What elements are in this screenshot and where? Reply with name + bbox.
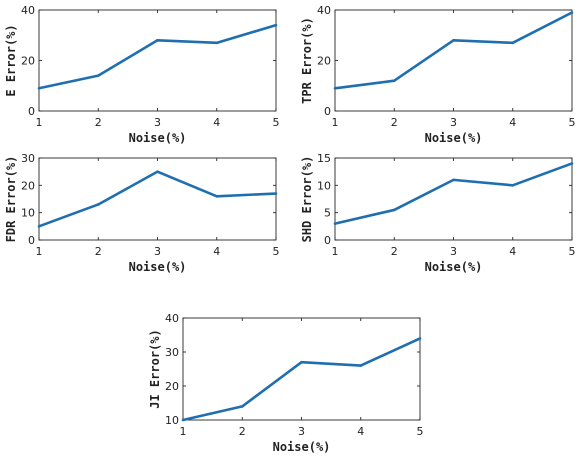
data-point	[418, 337, 422, 340]
y-tick-label: 40	[165, 312, 179, 325]
data-point	[392, 208, 396, 212]
y-axis-label: E Error(%)	[4, 24, 18, 96]
x-tick-label: 4	[509, 245, 516, 258]
x-tick-label: 5	[417, 425, 424, 438]
y-tick-label: 30	[21, 152, 35, 165]
axes-frame	[182, 317, 421, 421]
y-axis-label: FDR Error(%)	[4, 156, 18, 243]
series-line	[334, 162, 573, 225]
y-tick-label: 30	[165, 346, 179, 359]
x-axis-label: Noise(%)	[129, 260, 187, 274]
axes-frame	[38, 157, 277, 241]
axes-frame	[334, 157, 573, 241]
y-tick-label: 15	[317, 152, 331, 165]
data-point	[300, 360, 303, 364]
x-tick-label: 5	[569, 245, 576, 258]
data-point	[333, 86, 337, 90]
x-axis-label: Noise(%)	[273, 440, 331, 454]
y-tick-label: 20	[21, 55, 35, 68]
y-tick-label: 20	[21, 179, 35, 192]
y-tick-label: 0	[324, 105, 331, 118]
series-line	[182, 337, 421, 422]
data-point	[181, 418, 185, 422]
series-line	[38, 170, 277, 228]
x-tick-label: 3	[154, 116, 161, 129]
x-axis-label: Noise(%)	[425, 260, 483, 274]
series-line	[334, 11, 573, 90]
x-tick-label: 5	[569, 116, 576, 129]
y-tick-label: 40	[21, 4, 35, 17]
data-point	[452, 178, 455, 182]
x-tick-label: 1	[36, 245, 43, 258]
data-point	[156, 170, 159, 173]
subplot-4: 1 2 3 4 5 0 5 10 15 Noise(%) SHD Error(%)	[300, 152, 576, 274]
y-axis-label: JI Error(%)	[148, 329, 162, 408]
y-tick-label: 0	[28, 105, 35, 118]
data-point	[96, 74, 100, 77]
data-point	[274, 192, 278, 195]
data-point	[37, 86, 41, 90]
y-tick-label: 40	[317, 4, 331, 17]
data-point	[570, 11, 574, 14]
x-tick-label: 1	[36, 116, 43, 129]
data-point	[511, 41, 515, 45]
data-point	[570, 162, 574, 165]
x-tick-label: 3	[154, 245, 161, 258]
x-tick-label: 1	[180, 425, 187, 438]
x-tick-label: 3	[450, 116, 457, 129]
x-tick-label: 3	[450, 245, 457, 258]
x-tick-label: 4	[213, 245, 220, 258]
y-tick-label: 0	[324, 234, 331, 247]
subplot-3: 1 2 3 4 5 0 10 20 30 Noise(%) FDR Error(%)	[4, 152, 280, 274]
y-tick-label: 10	[317, 179, 331, 192]
x-tick-label: 5	[273, 245, 280, 258]
y-tick-label: 10	[21, 207, 35, 220]
x-axis-label: Noise(%)	[425, 131, 483, 145]
x-tick-label: 4	[357, 425, 364, 438]
x-tick-label: 1	[332, 116, 339, 129]
axes-frame	[334, 9, 573, 112]
series-line	[38, 23, 277, 90]
x-tick-label: 2	[391, 116, 398, 129]
x-tick-label: 2	[239, 425, 246, 438]
x-tick-label: 1	[332, 245, 339, 258]
y-tick-label: 5	[324, 207, 331, 220]
y-tick-label: 0	[28, 234, 35, 247]
x-tick-label: 5	[273, 116, 280, 129]
data-point	[240, 405, 244, 408]
x-axis-label: Noise(%)	[129, 131, 187, 145]
data-point	[37, 225, 41, 228]
data-point	[96, 203, 100, 206]
data-point	[156, 39, 159, 42]
data-point	[215, 194, 219, 198]
y-axis-label: TPR Error(%)	[300, 17, 314, 104]
data-point	[333, 222, 337, 225]
data-point	[392, 79, 396, 82]
x-tick-label: 3	[298, 425, 305, 438]
x-tick-label: 4	[213, 116, 220, 129]
x-tick-label: 4	[509, 116, 516, 129]
data-point	[452, 39, 455, 42]
y-axis-label: SHD Error(%)	[300, 156, 314, 243]
data-point	[511, 184, 515, 187]
subplot-2: 1 2 3 4 5 0 20 40 Noise(%) TPR Error(%)	[300, 4, 576, 145]
x-tick-label: 2	[95, 116, 102, 129]
data-point	[215, 41, 219, 45]
axes-frame	[38, 9, 277, 112]
data-point	[274, 23, 278, 27]
subplot-1: 1 2 3 4 5 0 20 40 Noise(%) E Error(%)	[4, 4, 280, 145]
y-tick-label: 20	[317, 55, 331, 68]
subplot-5: 1 2 3 4 5 10 20 30 40 Noise(%) JI Error(%)	[148, 312, 424, 454]
x-tick-label: 2	[391, 245, 398, 258]
x-tick-label: 2	[95, 245, 102, 258]
y-tick-label: 10	[165, 414, 179, 427]
y-tick-label: 20	[165, 380, 179, 393]
data-point	[359, 364, 363, 367]
